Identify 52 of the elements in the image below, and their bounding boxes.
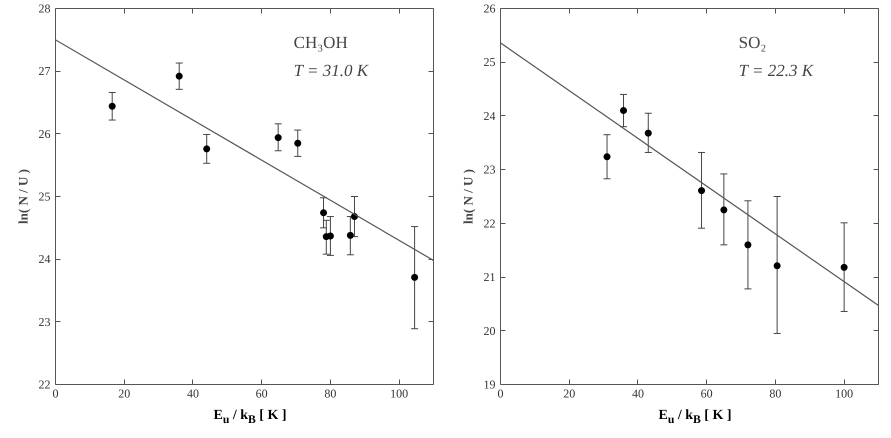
y-tick-label: 24 [38, 252, 50, 266]
annotation: T = 22.3 K [738, 61, 815, 80]
point [320, 209, 328, 216]
y-tick-label: 22 [484, 216, 496, 230]
point [108, 102, 116, 110]
y-tick-label: 23 [38, 314, 50, 329]
x-tick-label: 0 [52, 386, 58, 400]
y-tick-label: 27 [38, 64, 50, 78]
point [176, 72, 183, 80]
point [326, 232, 334, 240]
x-tick-label: 0 [498, 386, 504, 400]
y-axis-title: ln( N / U ) [16, 169, 30, 224]
y-tick-label: 26 [484, 2, 496, 16]
point [203, 145, 210, 152]
point [720, 206, 728, 214]
y-tick-label: 23 [484, 162, 496, 177]
x-tick-label: 80 [324, 386, 336, 400]
point [774, 262, 781, 270]
point [411, 274, 418, 281]
point [294, 140, 302, 147]
y-tick-label: 25 [484, 55, 496, 70]
point [274, 134, 282, 142]
point [744, 241, 752, 248]
annotation: SO₂ [738, 32, 766, 52]
annotation: T = 31.0 K [294, 61, 370, 80]
x-axis-title: E$_{u}$ / k$_{B}$ [ K ] [657, 407, 732, 428]
x-axis-title: E$_{u}$ / k$_{B}$ [ K ] [212, 407, 288, 428]
y-tick-label: 28 [38, 2, 50, 16]
point [644, 130, 652, 137]
y-tick-label: 24 [484, 108, 496, 123]
x-tick-label: 40 [632, 386, 644, 400]
annotation: CH₃OH [294, 32, 348, 52]
point [620, 107, 628, 114]
x-tick-label: 40 [186, 386, 199, 400]
x-tick-label: 60 [700, 386, 713, 400]
point [346, 232, 354, 239]
y-axis-title: ln( N / U ) [460, 169, 476, 224]
x-tick-label: 20 [118, 386, 130, 400]
y-tick-label: 25 [38, 190, 50, 204]
y-tick-label: 26 [38, 126, 50, 141]
x-tick-label: 60 [256, 386, 268, 400]
point [840, 264, 848, 271]
x-tick-label: 100 [390, 386, 408, 400]
y-tick-label: 22 [38, 378, 50, 392]
x-tick-label: 100 [835, 386, 854, 400]
y-tick-label: 19 [484, 378, 496, 392]
x-tick-label: 20 [563, 386, 576, 400]
x-tick-label: 80 [769, 386, 782, 400]
point [698, 187, 706, 194]
y-tick-label: 21 [484, 270, 496, 284]
point [604, 153, 611, 160]
y-tick-label: 20 [484, 324, 496, 338]
